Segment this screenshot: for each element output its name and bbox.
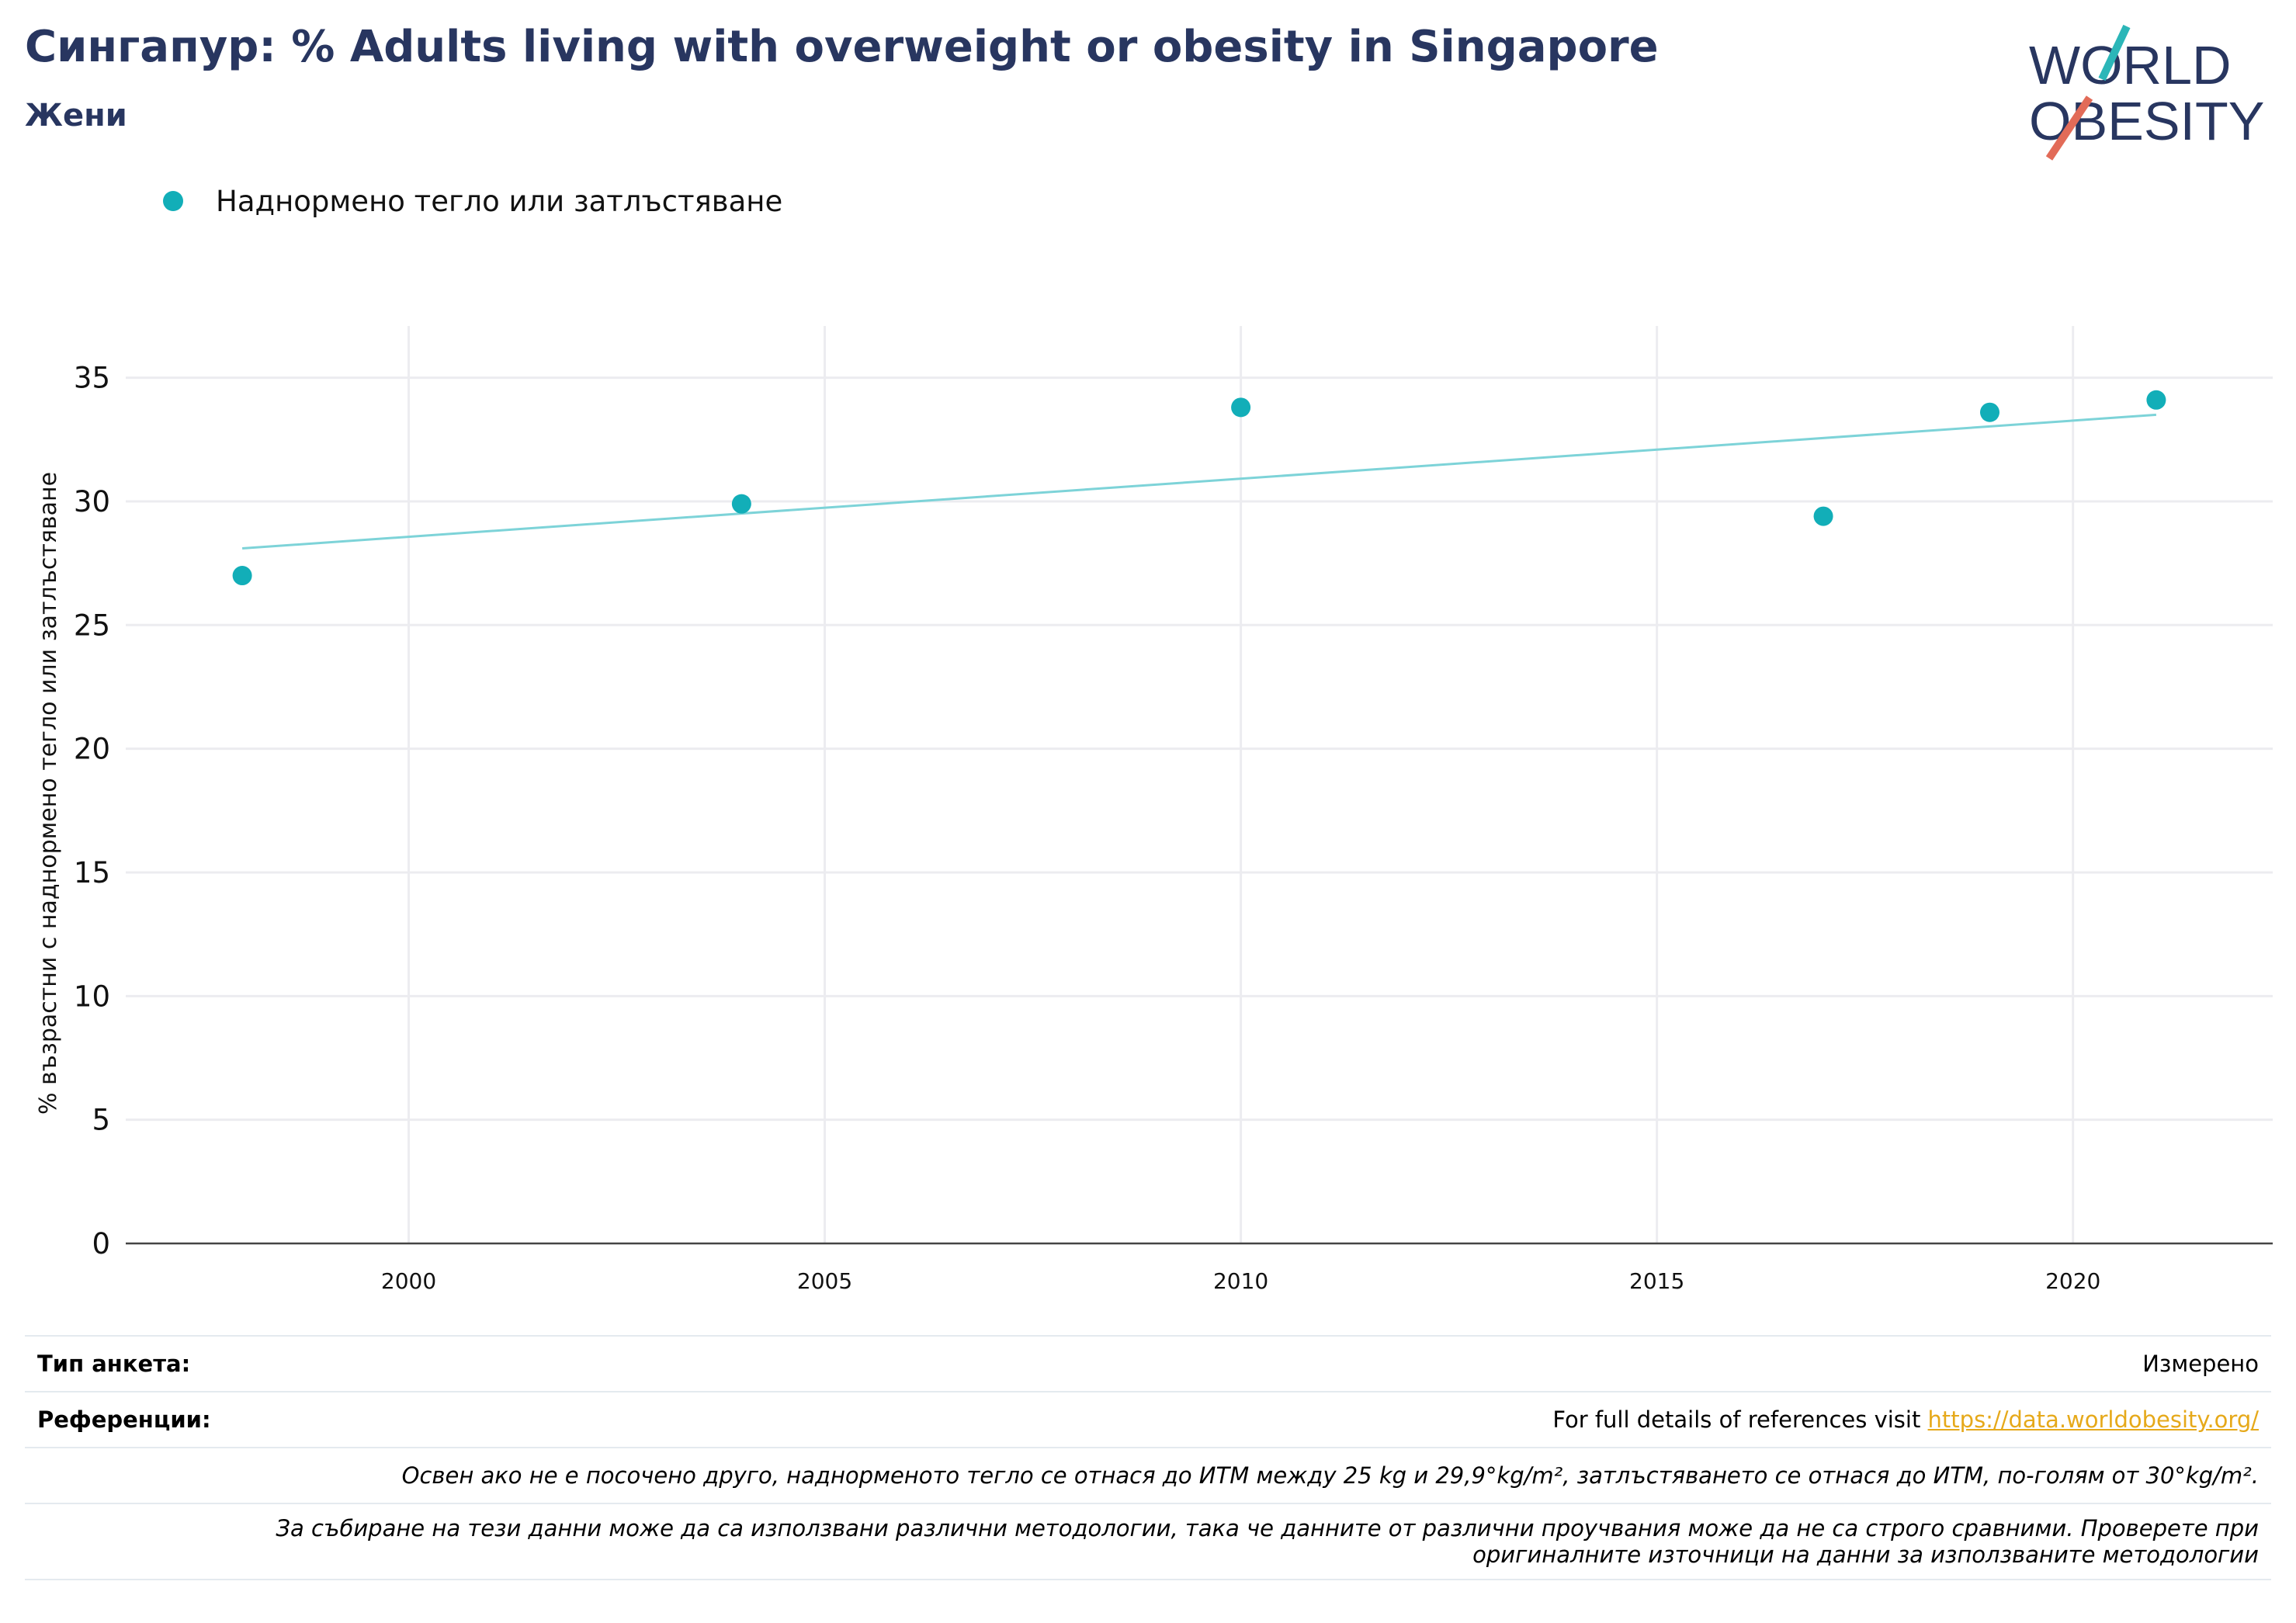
y-tick-label: 15 bbox=[74, 856, 110, 890]
chart-subtitle: Жени bbox=[25, 98, 127, 134]
chart-title: Сингапур: % Adults living with overweigh… bbox=[25, 22, 1659, 72]
logo-line2: OBESITY bbox=[2029, 91, 2264, 151]
y-tick-label: 10 bbox=[74, 980, 110, 1013]
y-tick-label: 0 bbox=[92, 1227, 110, 1261]
data-point bbox=[1231, 397, 1251, 418]
x-tick-labels: 2000 2005 2010 2015 2020 bbox=[381, 1268, 2100, 1294]
survey-type-row: Тип анкета: Измерено bbox=[25, 1335, 2271, 1391]
x-tick-label: 2005 bbox=[797, 1268, 852, 1294]
logo-slash-teal bbox=[2098, 24, 2131, 81]
survey-type-label: Тип анкета: bbox=[37, 1351, 191, 1377]
data-point bbox=[1979, 402, 1999, 422]
legend-label: Наднормено тегло или затлъстяване bbox=[216, 184, 783, 218]
survey-type-value: Измерено bbox=[2142, 1351, 2259, 1377]
y-tick-label: 5 bbox=[92, 1104, 110, 1137]
y-tick-label: 25 bbox=[74, 609, 110, 642]
x-tick-label: 2010 bbox=[1213, 1268, 1268, 1294]
methodology-note-row: За събиране на тези данни може да са изп… bbox=[25, 1503, 2271, 1580]
data-point bbox=[1813, 506, 1833, 526]
methodology-note: За събиране на тези данни може да са изп… bbox=[276, 1515, 2259, 1568]
y-tick-label: 30 bbox=[74, 485, 110, 518]
references-text: For full details of references visit bbox=[1552, 1406, 1928, 1433]
legend-marker bbox=[163, 191, 183, 211]
world-obesity-logo: WORLD OBESITY bbox=[2029, 24, 2264, 161]
references-label: Референции: bbox=[37, 1406, 211, 1433]
y-axis-label: % възрастни с наднормено тегло или затлъ… bbox=[35, 472, 62, 1115]
y-tick-labels: 0 5 10 15 20 25 30 35 bbox=[74, 362, 110, 1261]
definition-note: Освен ако не е посочено друго, наднормен… bbox=[401, 1462, 2259, 1489]
logo-slash-red bbox=[2045, 95, 2093, 161]
scatter-chart: 0 5 10 15 20 25 30 35 2000 2005 2010 2015 2020 % въ… bbox=[35, 326, 2273, 1294]
y-tick-label: 35 bbox=[74, 362, 110, 395]
x-tick-label: 2020 bbox=[2045, 1268, 2100, 1294]
references-link[interactable]: https://data.worldobesity.org/ bbox=[1927, 1406, 2259, 1433]
data-point bbox=[731, 494, 751, 514]
data-point bbox=[2146, 390, 2166, 410]
definition-note-row: Освен ако не е посочено друго, наднормен… bbox=[25, 1447, 2271, 1503]
logo-line1: WORLD bbox=[2029, 35, 2232, 95]
references-value: For full details of references visit htt… bbox=[1552, 1406, 2259, 1433]
data-point bbox=[232, 566, 252, 586]
references-row: Референции: For full details of referenc… bbox=[25, 1391, 2271, 1447]
chart-footer: Тип анкета: Измерено Референции: For ful… bbox=[25, 1335, 2271, 1580]
data-points bbox=[232, 390, 2166, 586]
legend: Наднормено тегло или затлъстяване bbox=[163, 182, 782, 220]
trend-line bbox=[241, 413, 2157, 550]
x-tick-label: 2000 bbox=[381, 1268, 436, 1294]
y-tick-label: 20 bbox=[74, 733, 110, 766]
x-tick-label: 2015 bbox=[1629, 1268, 1684, 1294]
grid-lines bbox=[126, 326, 2273, 1243]
